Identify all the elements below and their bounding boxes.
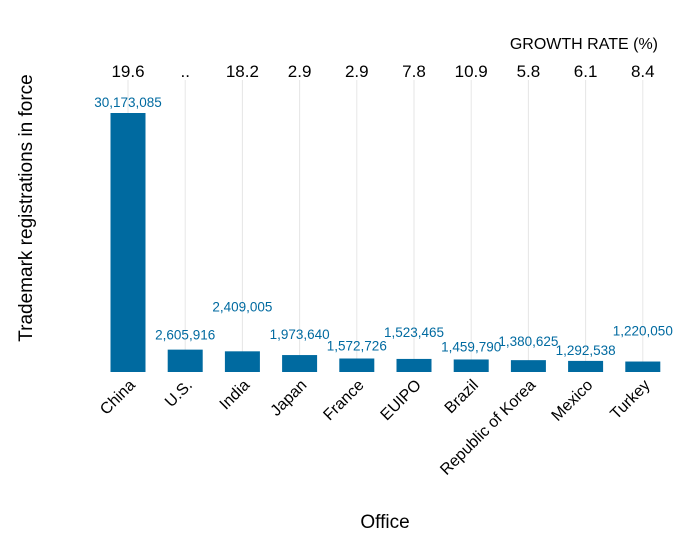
bars <box>110 113 661 372</box>
tick-label-china: China <box>97 377 139 419</box>
tick-label-brazil: Brazil <box>442 377 482 417</box>
x-tick-labels: China U.S. India Japan France EUIPO BrazilRepu… <box>97 377 653 479</box>
growth-rate-euipo: 7.8 <box>402 62 426 81</box>
growth-rate-india: 18.2 <box>226 62 259 81</box>
growth-rate-title: GROWTH RATE (%) <box>510 36 658 53</box>
growth-rate-china: 19.6 <box>111 62 144 81</box>
bar-china <box>110 113 146 372</box>
growth-rate-japan: 2.9 <box>288 62 312 81</box>
bar-japan <box>282 355 318 372</box>
bar-u-s <box>167 349 203 372</box>
bar-turkey <box>625 361 661 372</box>
bar-india <box>224 351 260 372</box>
bar-euipo <box>396 358 432 372</box>
y-axis-title: Trademark registrations in force <box>16 74 37 342</box>
value-label-japan: 1,973,640 <box>270 327 330 342</box>
value-label-china: 30,173,085 <box>94 95 162 110</box>
value-label-india: 2,409,005 <box>212 299 272 314</box>
growth-rate-france: 2.9 <box>345 62 369 81</box>
growth-rate-republic-of-korea: 5.8 <box>517 62 541 81</box>
value-label-brazil: 1,459,790 <box>441 339 501 354</box>
bar-mexico <box>568 360 604 372</box>
tick-label-india: India <box>217 377 254 414</box>
bar-brazil <box>453 359 489 372</box>
grid-lines <box>127 80 644 372</box>
tick-label-japan: Japan <box>268 377 311 420</box>
tick-label-mexico: Mexico <box>549 377 597 425</box>
value-label-euipo: 1,523,465 <box>384 325 444 340</box>
growth-rate-turkey: 8.4 <box>631 62 655 81</box>
tick-label-republic-of-korea: Republic of Korea <box>437 377 539 479</box>
bar-value-labels: 30,173,0852,605,9162,409,0051,973,6401,5… <box>94 95 673 358</box>
bar-france <box>339 358 375 372</box>
growth-rate-brazil: 10.9 <box>455 62 488 81</box>
value-label-france: 1,572,726 <box>327 339 387 354</box>
x-axis-title: Office <box>360 512 409 533</box>
value-label-mexico: 1,292,538 <box>556 343 616 358</box>
value-label-republic-of-korea: 1,380,625 <box>498 334 558 349</box>
growth-rate-row: GROWTH RATE (%) 19.6.. 18.2 2.9 2.9 7.8 10.9 5… <box>111 36 658 81</box>
growth-rate-u-s: .. <box>180 62 189 81</box>
tick-label-turkey: Turkey <box>607 377 653 423</box>
value-label-turkey: 1,220,050 <box>613 324 673 339</box>
tick-label-u-s: U.S. <box>162 377 196 411</box>
growth-rate-mexico: 6.1 <box>574 62 598 81</box>
value-label-u-s: 2,605,916 <box>155 328 215 343</box>
tick-label-euipo: EUIPO <box>378 377 425 424</box>
tick-label-france: France <box>320 377 367 424</box>
bar-republic-of-korea <box>510 360 546 372</box>
